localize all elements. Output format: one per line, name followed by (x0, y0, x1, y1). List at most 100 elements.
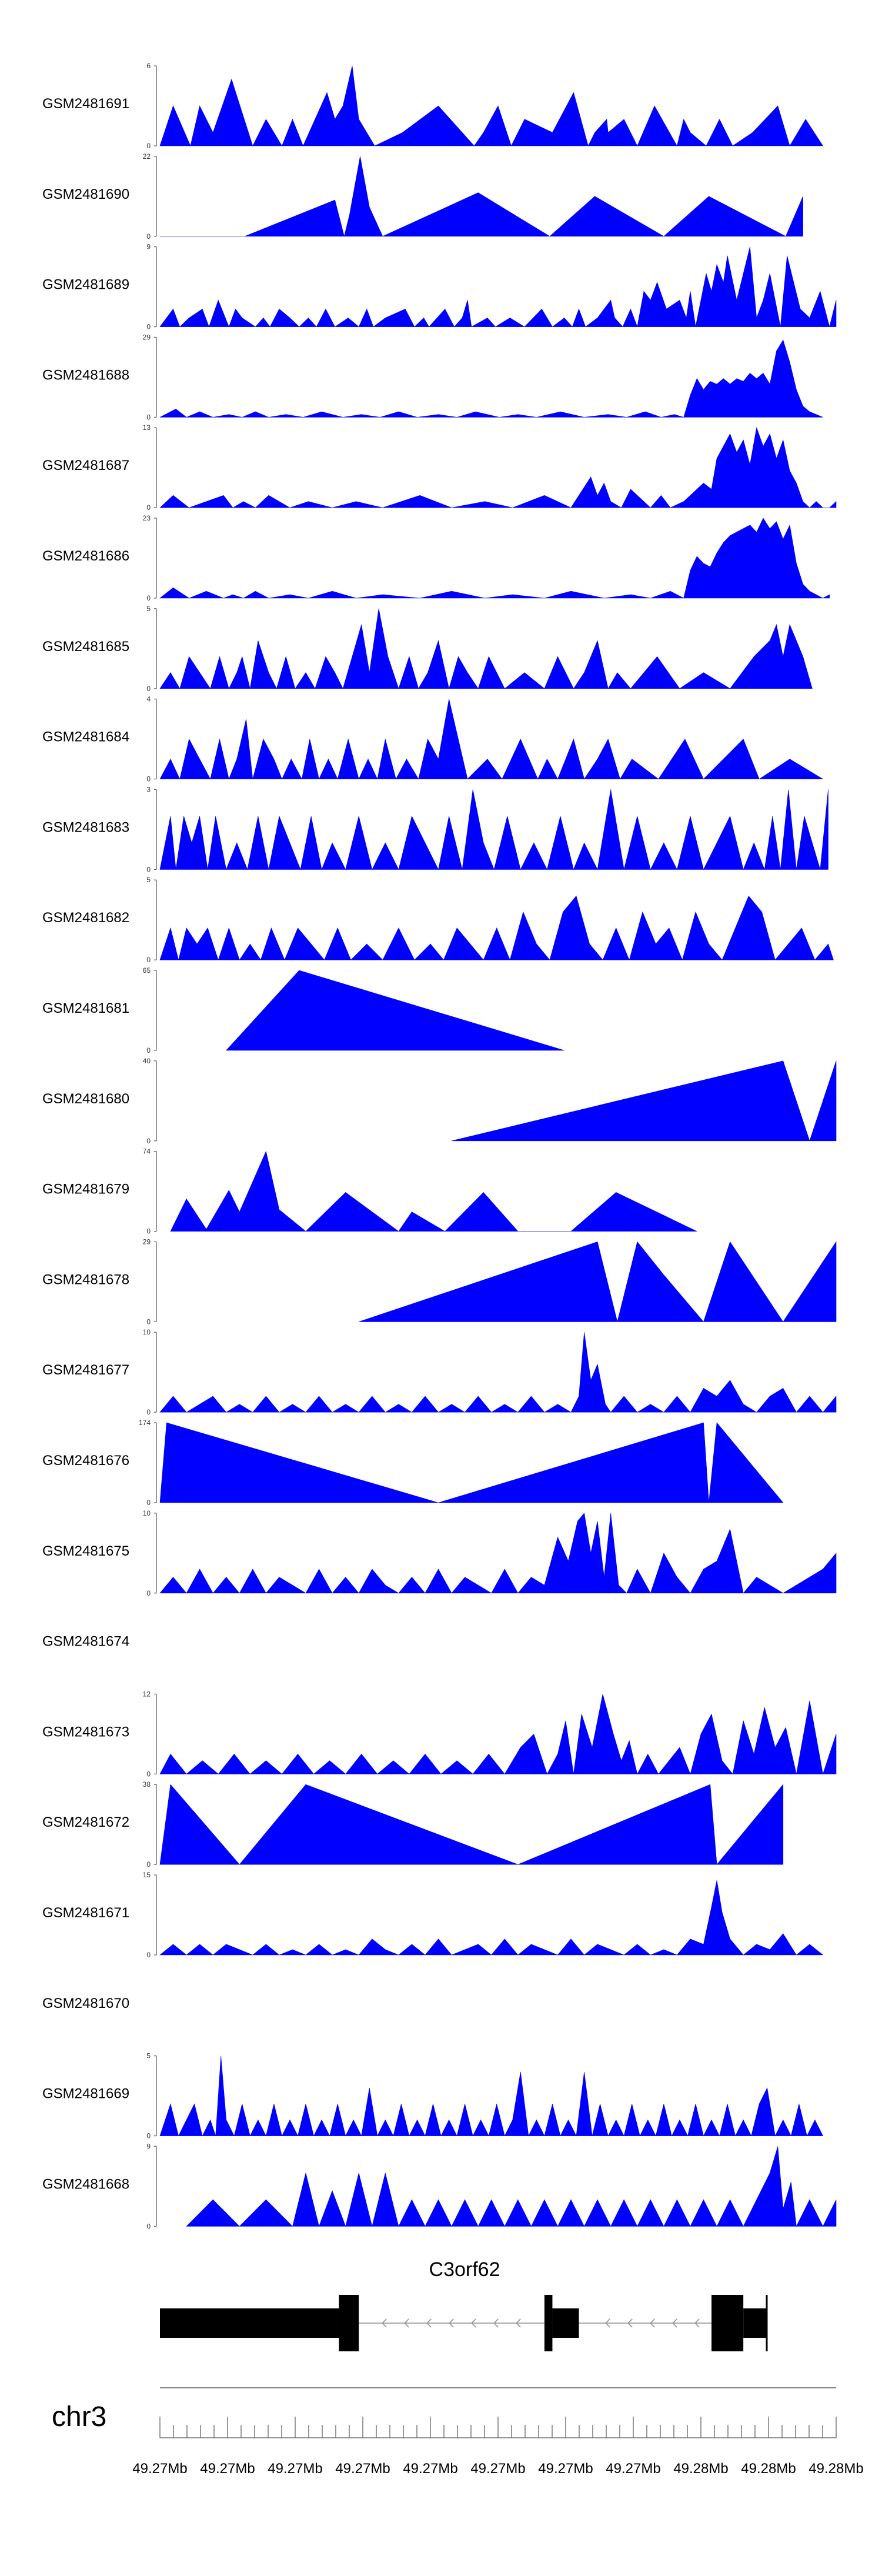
y-min-label: 0 (146, 323, 151, 331)
strand-arrow (493, 2318, 499, 2328)
track-label: GSM2481675 (42, 1543, 129, 1559)
coverage-area (452, 1060, 837, 1142)
coverage-area (159, 895, 834, 961)
track-GSM2481680: GSM2481680 40 0 (42, 1057, 837, 1145)
strand-arrow (604, 2318, 610, 2328)
y-min-label: 0 (146, 503, 151, 512)
y-max-label: 13 (143, 423, 151, 432)
track-label: GSM2481678 (42, 1272, 129, 1287)
coverage-area (159, 246, 837, 328)
track-label: GSM2481676 (42, 1453, 129, 1469)
coverage-area (159, 608, 813, 689)
y-max-label: 6 (146, 62, 151, 70)
y-max-label: 4 (146, 695, 151, 703)
track-GSM2481670: GSM2481670 (42, 1996, 129, 2011)
y-min-label: 0 (146, 1317, 151, 1326)
track-label: GSM2481681 (42, 1000, 129, 1016)
y-max-label: 29 (143, 333, 151, 341)
strand-arrow (671, 2318, 677, 2328)
y-min-label: 0 (146, 956, 151, 964)
strand-arrow (470, 2318, 476, 2328)
track-GSM2481671: GSM2481671 15 0 (42, 1871, 824, 1959)
strand-arrow (403, 2318, 409, 2328)
track-label: GSM2481687 (42, 458, 129, 473)
coverage-area (186, 2146, 837, 2227)
chromosome-axis: chr3 49.27Mb 49.27Mb 49.27Mb 49.27Mb 49.27Mb 4… (52, 2387, 864, 2477)
track-GSM2481686: GSM2481686 23 0 (42, 514, 830, 602)
track-GSM2481687: GSM2481687 13 0 (42, 423, 837, 512)
coverage-area (159, 1694, 837, 1775)
gene-name-label: C3orf62 (429, 2258, 500, 2281)
coverage-area (159, 65, 824, 146)
track-GSM2481673: GSM2481673 12 0 (42, 1690, 837, 1778)
track-GSM2481689: GSM2481689 9 0 (42, 243, 837, 331)
y-max-label: 29 (143, 1237, 151, 1246)
track-label: GSM2481682 (42, 910, 129, 926)
y-min-label: 0 (146, 775, 151, 783)
x-tick-label: 49.27Mb (200, 2461, 255, 2477)
strand-arrow (694, 2318, 700, 2328)
x-tick-label: 49.27Mb (268, 2461, 322, 2477)
strand-arrow (426, 2318, 432, 2328)
track-GSM2481681: GSM2481681 65 0 (42, 966, 564, 1055)
y-min-label: 0 (146, 685, 151, 693)
coverage-area (159, 2056, 823, 2137)
exon-block (743, 2308, 766, 2338)
coverage-area (159, 1880, 824, 1956)
y-max-label: 5 (146, 605, 151, 613)
track-label: GSM2481677 (42, 1362, 129, 1378)
y-min-label: 0 (146, 2222, 151, 2230)
y-max-label: 174 (139, 1419, 151, 1427)
track-GSM2481672: GSM2481672 38 0 (42, 1780, 784, 1868)
y-min-label: 0 (146, 1860, 151, 1868)
track-GSM2481676: GSM2481676 174 0 (42, 1419, 784, 1507)
coverage-area (359, 1241, 837, 1323)
track-label: GSM2481684 (42, 729, 129, 745)
y-min-label: 0 (146, 1227, 151, 1236)
x-tick-label: 49.28Mb (808, 2461, 863, 2477)
x-tick-label: 49.28Mb (741, 2461, 796, 2477)
y-min-label: 0 (146, 1770, 151, 1778)
chromosome-label: chr3 (52, 2401, 106, 2432)
track-label: GSM2481671 (42, 1905, 129, 1921)
strand-arrow (381, 2318, 387, 2328)
exon-block (339, 2295, 359, 2351)
track-GSM2481690: GSM2481690 22 0 (42, 152, 803, 241)
track-GSM2481685: GSM2481685 5 0 (42, 605, 813, 693)
track-label: GSM2481691 (42, 96, 129, 112)
track-label: GSM2481670 (42, 1996, 129, 2011)
exon-block (552, 2308, 579, 2338)
track-GSM2481668: GSM2481668 9 0 (42, 2142, 837, 2230)
track-label: GSM2481685 (42, 639, 129, 655)
y-max-label: 3 (146, 785, 151, 793)
track-GSM2481682: GSM2481682 5 0 (42, 876, 834, 964)
x-tick-label: 49.28Mb (673, 2461, 728, 2477)
x-tick-label: 49.27Mb (132, 2461, 187, 2477)
x-tick-label: 49.27Mb (403, 2461, 457, 2477)
x-tick-label: 49.27Mb (335, 2461, 390, 2477)
coverage-area (170, 1150, 697, 1232)
y-min-label: 0 (146, 1951, 151, 1959)
track-label: GSM2481672 (42, 1814, 129, 1830)
track-GSM2481678: GSM2481678 29 0 (42, 1237, 837, 1326)
track-GSM2481684: GSM2481684 4 0 (42, 695, 824, 783)
track-label: GSM2481674 (42, 1634, 129, 1650)
y-max-label: 38 (143, 1780, 151, 1788)
exon-block (711, 2295, 744, 2351)
coverage-area (159, 789, 828, 870)
x-tick-label: 49.27Mb (606, 2461, 660, 2477)
y-min-label: 0 (146, 1589, 151, 1597)
gene-model: C3orf62 (160, 2258, 768, 2351)
exon-block (766, 2295, 768, 2351)
x-tick-label: 49.27Mb (538, 2461, 593, 2477)
y-max-label: 23 (143, 514, 151, 522)
coverage-area (159, 1513, 837, 1594)
coverage-area (159, 1422, 784, 1503)
y-max-label: 5 (146, 2052, 151, 2060)
y-min-label: 0 (146, 142, 151, 150)
y-max-label: 40 (143, 1057, 151, 1065)
y-max-label: 22 (143, 152, 151, 161)
track-label: GSM2481688 (42, 367, 129, 383)
